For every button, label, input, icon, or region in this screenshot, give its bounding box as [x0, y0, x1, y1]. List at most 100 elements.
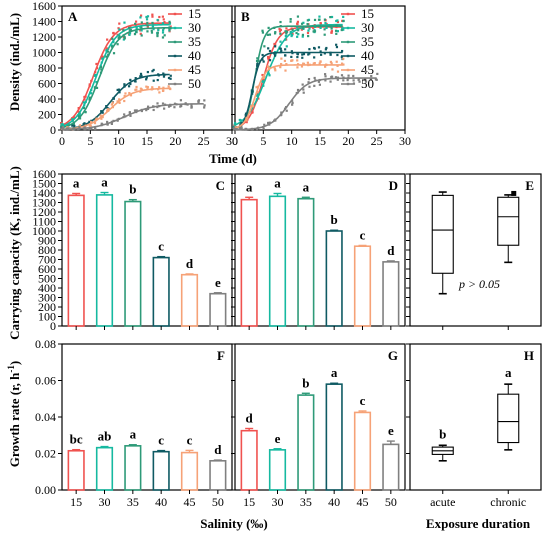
legend-marker-A-45 — [173, 68, 177, 72]
y-tick-label-C-900: 900 — [38, 234, 56, 248]
sig-letter-D-30: a — [274, 175, 281, 190]
point-A-50 — [146, 107, 150, 111]
point-B-50 — [280, 111, 283, 114]
point-B-50 — [233, 127, 236, 130]
legend-marker-A-40 — [173, 54, 177, 58]
point-B-50 — [302, 91, 305, 94]
point-B-45 — [319, 60, 322, 63]
point-B-35 — [274, 31, 277, 34]
point-A-45 — [93, 122, 97, 125]
point-A-30 — [94, 73, 97, 77]
bar-F-35 — [124, 445, 142, 491]
point-B-35 — [296, 15, 300, 18]
point-B-35 — [266, 33, 269, 36]
sig-letter-H-acute: b — [439, 426, 446, 441]
point-B-50 — [283, 107, 287, 110]
point-B-50 — [329, 80, 332, 83]
point-B-50 — [262, 127, 265, 130]
legend-label-A-35: 35 — [188, 34, 201, 49]
point-A-40 — [73, 124, 76, 128]
point-A-50 — [71, 127, 75, 131]
y-tick-label-F-0.08: 0.08 — [35, 337, 56, 351]
top-y-axis-title: Density (ind./mL) — [7, 13, 22, 111]
point-A-50 — [129, 114, 132, 117]
bar-C-35 — [124, 200, 142, 327]
bot-y-axis-title-main: Growth rate (r, h — [7, 372, 22, 467]
y-tick-label-C-1200: 1200 — [32, 205, 56, 219]
point-B-15 — [278, 27, 281, 31]
point-A-40 — [169, 77, 172, 80]
point-A-35 — [140, 34, 143, 37]
point-B-50 — [324, 75, 327, 78]
point-A-40 — [162, 72, 165, 75]
point-B-30 — [279, 40, 282, 43]
point-A-45 — [123, 94, 126, 98]
point-A-50 — [73, 127, 76, 131]
point-A-15 — [106, 38, 109, 41]
point-A-35 — [110, 45, 114, 48]
point-A-30 — [83, 104, 86, 107]
y-tick-label-C-1000: 1000 — [32, 224, 56, 238]
point-B-35 — [263, 45, 266, 48]
legend-marker-A-35 — [173, 40, 177, 44]
point-B-40 — [262, 60, 265, 63]
point-A-50 — [173, 102, 177, 105]
point-A-30 — [128, 32, 132, 35]
point-A-50 — [133, 109, 137, 112]
point-B-30 — [268, 74, 271, 77]
point-A-35 — [146, 21, 149, 24]
point-B-30 — [318, 15, 321, 18]
legend-marker-B-15 — [346, 12, 350, 16]
point-A-15 — [77, 106, 80, 110]
point-B-15 — [257, 97, 260, 100]
point-B-45 — [308, 63, 311, 66]
point-A-45 — [151, 87, 154, 91]
point-B-50 — [257, 126, 260, 129]
point-B-45 — [256, 90, 259, 93]
y-tick-label-A-800: 800 — [38, 61, 56, 75]
point-B-50 — [347, 77, 350, 80]
y-tick-label-C-1400: 1400 — [32, 186, 56, 200]
point-B-15 — [325, 22, 328, 26]
point-B-50 — [334, 76, 338, 79]
x-tick-label-B-25: 25 — [371, 134, 383, 148]
panel-E-frame — [409, 173, 542, 327]
point-A-30 — [112, 40, 115, 43]
point-A-45 — [146, 88, 149, 91]
x-tick-label-G-15: 15 — [243, 495, 255, 509]
point-B-35 — [313, 18, 317, 22]
y-tick-label-C-400: 400 — [38, 281, 56, 295]
point-B-45 — [279, 66, 282, 69]
point-A-40 — [129, 78, 132, 82]
point-A-30 — [123, 21, 126, 24]
point-A-35 — [156, 33, 159, 36]
point-B-50 — [234, 127, 237, 131]
point-A-15 — [117, 27, 120, 30]
point-B-50 — [347, 74, 350, 77]
point-B-50 — [273, 119, 276, 122]
point-B-40 — [340, 55, 343, 58]
legend-marker-B-50 — [346, 82, 350, 86]
point-A-30 — [156, 18, 159, 22]
point-B-30 — [319, 26, 322, 29]
point-A-40 — [134, 77, 137, 80]
legend-label-B-15: 15 — [361, 6, 374, 21]
point-B-30 — [285, 45, 288, 48]
point-B-30 — [297, 33, 300, 36]
sig-letter-D-35: a — [303, 179, 310, 194]
point-A-45 — [145, 85, 148, 88]
y-tick-label-C-1300: 1300 — [32, 196, 56, 210]
point-A-15 — [100, 56, 103, 59]
point-A-30 — [140, 29, 143, 32]
x-tick-label-B-0: 0 — [232, 134, 238, 148]
point-B-50 — [336, 78, 339, 81]
point-A-15 — [146, 25, 149, 28]
point-B-50 — [267, 121, 270, 125]
point-B-50 — [352, 74, 355, 78]
bottom-right-x-axis-title: Exposure duration — [426, 516, 531, 531]
point-A-40 — [82, 123, 85, 126]
point-B-45 — [280, 57, 283, 60]
point-B-35 — [295, 31, 298, 35]
point-A-50 — [179, 99, 183, 102]
y-tick-label-C-700: 700 — [38, 253, 56, 267]
